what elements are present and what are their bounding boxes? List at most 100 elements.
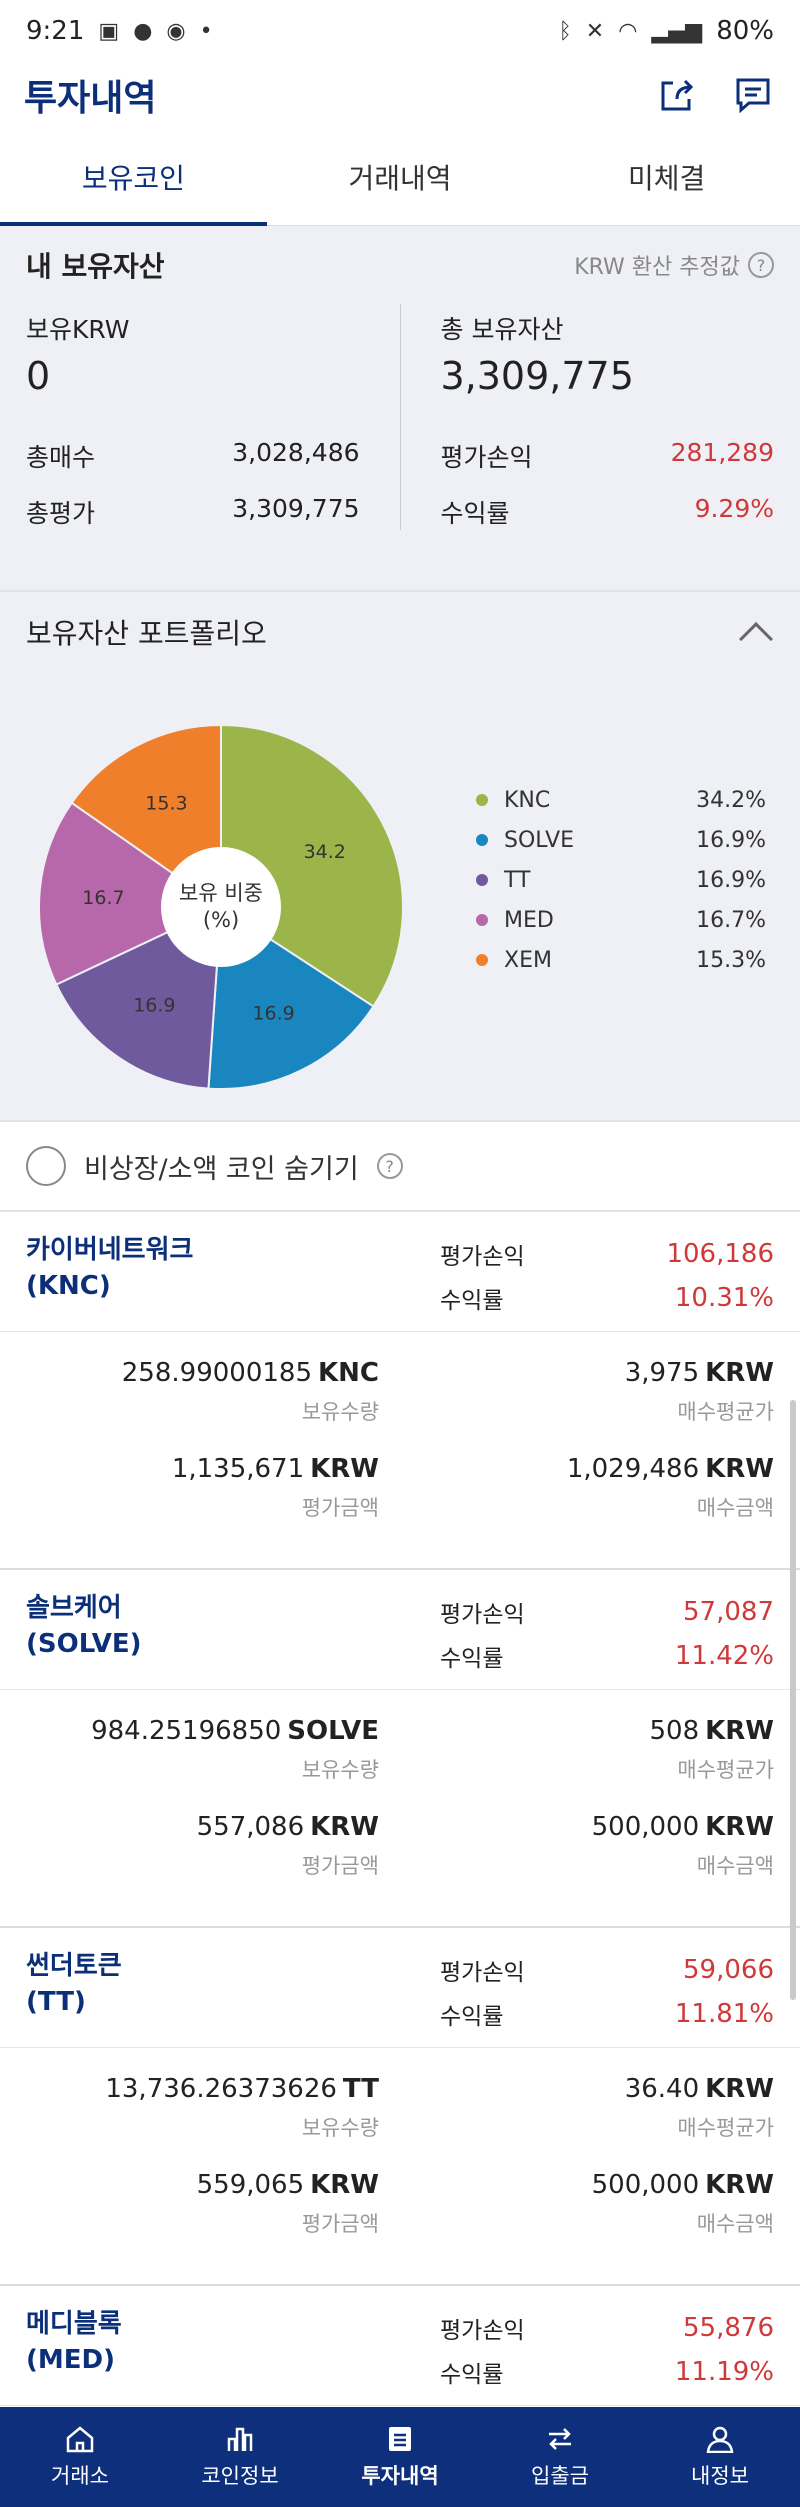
coin-qty-unit: SOLVE [287,1716,379,1746]
tab-holdings[interactable]: 보유코인 [0,128,267,226]
portfolio-section: 보유자산 포트폴리오 34.2 16.9 16.9 16.7 15.3 보유 비중 (%… [0,592,800,1122]
coin-card: 솔브케어 (SOLVE) 평가손익 57,087 수익률 11.42% 984.251968… [0,1570,800,1928]
coin-header[interactable]: 카이버네트워크 (KNC) 평가손익 106,186 수익률 10.31% [0,1212,800,1332]
pie-slice-label: 16.9 [252,1003,294,1025]
coin-header[interactable]: 썬더토큰 (TT) 평가손익 59,066 수익률 11.81% [0,1928,800,2048]
coin-header[interactable]: 솔브케어 (SOLVE) 평가손익 57,087 수익률 11.42% [0,1570,800,1690]
mute-icon: ✕ [585,18,605,44]
coin-pl-label: 평가손익 [440,1244,525,1270]
nav-deposit[interactable]: 입출금 [480,2407,640,2507]
coin-qty-label: 보유수량 [301,1400,379,1424]
coin-avg-unit: KRW [705,1716,774,1746]
nav-coin-info[interactable]: 코인정보 [160,2407,320,2507]
coin-pl-label: 평가손익 [440,2318,525,2344]
krw-estimate-label: KRW 환산 추정값 [574,255,740,280]
portfolio-pie-chart: 34.2 16.9 16.9 16.7 15.3 보유 비중 (%) [36,722,406,1092]
coin-pl-value: 106,186 [666,1239,774,1269]
nav-label: 코인정보 [201,2464,279,2488]
coin-buy-label: 매수금액 [696,1496,774,1520]
coin-eval-label: 평가금액 [301,2212,379,2236]
chevron-up-icon[interactable] [739,622,773,656]
coin-eval-value: 559,065 [196,2170,305,2200]
nav-label: 입출금 [531,2464,589,2488]
coin-eval-unit: KRW [310,1812,379,1842]
wifi-icon: ◠ [618,18,638,44]
legend-dot [476,954,488,966]
coin-rate-label: 수익률 [440,1646,504,1672]
coin-avg-unit: KRW [705,1358,774,1388]
dot-icon: • [199,18,213,44]
nav-exchange[interactable]: 거래소 [0,2407,160,2507]
legend-value: 16.7% [696,907,766,933]
legend-value: 34.2% [696,787,766,813]
app-icon: ◉ [166,18,186,44]
coin-qty-value: 984.25196850 [91,1716,282,1746]
legend-label: KNC [504,787,551,813]
legend-dot [476,834,488,846]
coin-avg-label: 매수평균가 [677,1400,774,1424]
pie-slice-label: 15.3 [145,792,187,814]
page-title: 투자내역 [24,78,157,119]
coin-avg-value: 36.40 [624,2074,700,2104]
person-icon [703,2424,737,2454]
help-icon[interactable]: ? [376,1153,403,1179]
coin-qty-value: 13,736.26373626 [105,2074,337,2104]
legend-item: KNC 34.2% [476,780,766,820]
coin-pl-value: 59,066 [683,1955,774,1985]
tab-pending[interactable]: 미체결 [628,161,706,195]
krw-estimate-note[interactable]: KRW 환산 추정값 ? [574,249,774,281]
coin-buy-value: 1,029,486 [566,1454,700,1484]
status-bar: 9:21 ▣ ● ◉ • ᛒ ✕ ◠ ▂▄▆ 80% [0,0,800,62]
total-buy-label: 총매수 [26,443,96,472]
coin-avg-unit: KRW [705,2074,774,2104]
nav-investments[interactable]: 투자내역 [320,2407,480,2507]
bar-chart-icon [223,2424,257,2454]
hide-small-coins-row[interactable]: 비상장/소액 코인 숨기기 ? [0,1122,800,1212]
coin-avg-value: 508 [649,1716,700,1746]
share-icon[interactable] [654,72,700,118]
pie-slice-label: 34.2 [304,841,346,863]
tab-history[interactable]: 거래내역 [348,161,452,195]
scrollbar[interactable] [790,1400,796,2000]
legend-label: MED [504,907,554,933]
coin-buy-label: 매수금액 [696,2212,774,2236]
pie-legend: KNC 34.2% SOLVE 16.9% TT 16.9% MED 16.7% XEM 15.3… [476,780,766,980]
coin-name: 카이버네트워크 [26,1235,194,1265]
coin-header[interactable]: 메디블록 (MED) 평가손익 55,876 수익률 11.19% [0,2286,800,2406]
pie-center-label: 보유 비중 (%) [161,847,281,967]
nav-my-info[interactable]: 내정보 [640,2407,800,2507]
pl-label: 평가손익 [440,443,533,472]
battery-level: 80% [716,16,774,46]
coin-buy-value: 500,000 [591,2170,700,2200]
coin-name: 솔브케어 [26,1593,122,1623]
coin-pl-value: 57,087 [683,1597,774,1627]
legend-item: TT 16.9% [476,860,766,900]
document-icon [383,2424,417,2454]
legend-label: TT [504,867,531,893]
coin-buy-unit: KRW [705,1812,774,1842]
chat-icon: ● [133,18,153,44]
coin-card: 카이버네트워크 (KNC) 평가손익 106,186 수익률 10.31% 258.9900… [0,1212,800,1570]
coin-card: 메디블록 (MED) 평가손익 55,876 수익률 11.19% [0,2286,800,2406]
coin-eval-label: 평가금액 [301,1496,379,1520]
coin-avg-value: 3,975 [624,1358,700,1388]
coin-name: 메디블록 [26,2309,122,2339]
message-icon[interactable] [730,72,776,118]
tab-bar: 보유코인 거래내역 미체결 [0,128,800,226]
legend-value: 15.3% [696,947,766,973]
coin-symbol: (SOLVE) [26,1629,142,1659]
coin-qty-unit: TT [342,2074,379,2104]
signal-icon: ▂▄▆ [651,18,703,44]
coin-list: 카이버네트워크 (KNC) 평가손익 106,186 수익률 10.31% 258.9900… [0,1212,800,2406]
legend-label: SOLVE [504,827,575,853]
help-icon[interactable]: ? [748,252,774,278]
home-icon [63,2424,97,2454]
total-eval-label: 총평가 [26,499,96,528]
pie-slice-label: 16.9 [133,994,175,1016]
coin-rate-label: 수익률 [440,2362,504,2388]
hide-small-coins-checkbox[interactable] [26,1146,66,1186]
rate-value: 9.29% [694,494,774,523]
coin-buy-unit: KRW [705,2170,774,2200]
coin-name: 썬더토큰 [26,1951,122,1981]
krw-value: 0 [26,354,51,398]
